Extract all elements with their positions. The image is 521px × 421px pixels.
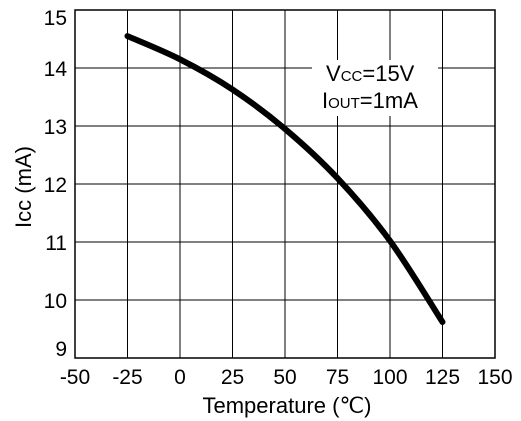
y-tick-labels: 9 10 11 12 13 14 15 <box>44 7 68 361</box>
x-tick-label: -50 <box>60 366 90 389</box>
annotation-vcc-main: V <box>326 61 341 86</box>
y-tick-label: 14 <box>44 58 68 81</box>
annotation-iout: IOUT=1mA <box>322 88 418 113</box>
y-tick-label: 9 <box>55 338 67 361</box>
annotation-box: VCC=15V IOUT=1mA <box>312 60 438 116</box>
x-tick-label: 150 <box>477 366 512 389</box>
x-tick-label: -25 <box>112 366 142 389</box>
annotation-vcc-rest: =15V <box>362 61 414 86</box>
x-axis-label: Temperature (℃) <box>203 393 372 418</box>
x-tick-label: 0 <box>174 366 186 389</box>
y-tick-label: 12 <box>44 174 67 197</box>
annotation-vcc-sub: CC <box>341 68 363 85</box>
y-tick-label: 11 <box>45 232 67 255</box>
x-tick-label: 75 <box>326 366 349 389</box>
x-tick-label: 50 <box>273 366 296 389</box>
x-tick-label: 100 <box>372 366 407 389</box>
series-line <box>124 33 446 326</box>
x-tick-label: 25 <box>221 366 244 389</box>
annotation-iout-main: I <box>322 88 328 113</box>
annotation-vcc: VCC=15V <box>326 61 415 86</box>
annotation-iout-rest: =1mA <box>360 88 418 113</box>
x-tick-labels: -50 -25 0 25 50 75 100 125 150 <box>60 366 513 389</box>
annotation-background <box>312 60 438 116</box>
y-tick-label: 15 <box>44 7 67 30</box>
annotation-iout-sub: OUT <box>328 95 360 112</box>
y-tick-label: 10 <box>44 290 67 313</box>
y-axis-label: Icc (mA) <box>11 146 36 228</box>
y-tick-label: 13 <box>44 116 67 139</box>
plot-frame <box>74 9 496 359</box>
series-layer <box>124 33 446 326</box>
x-tick-label: 125 <box>425 366 460 389</box>
